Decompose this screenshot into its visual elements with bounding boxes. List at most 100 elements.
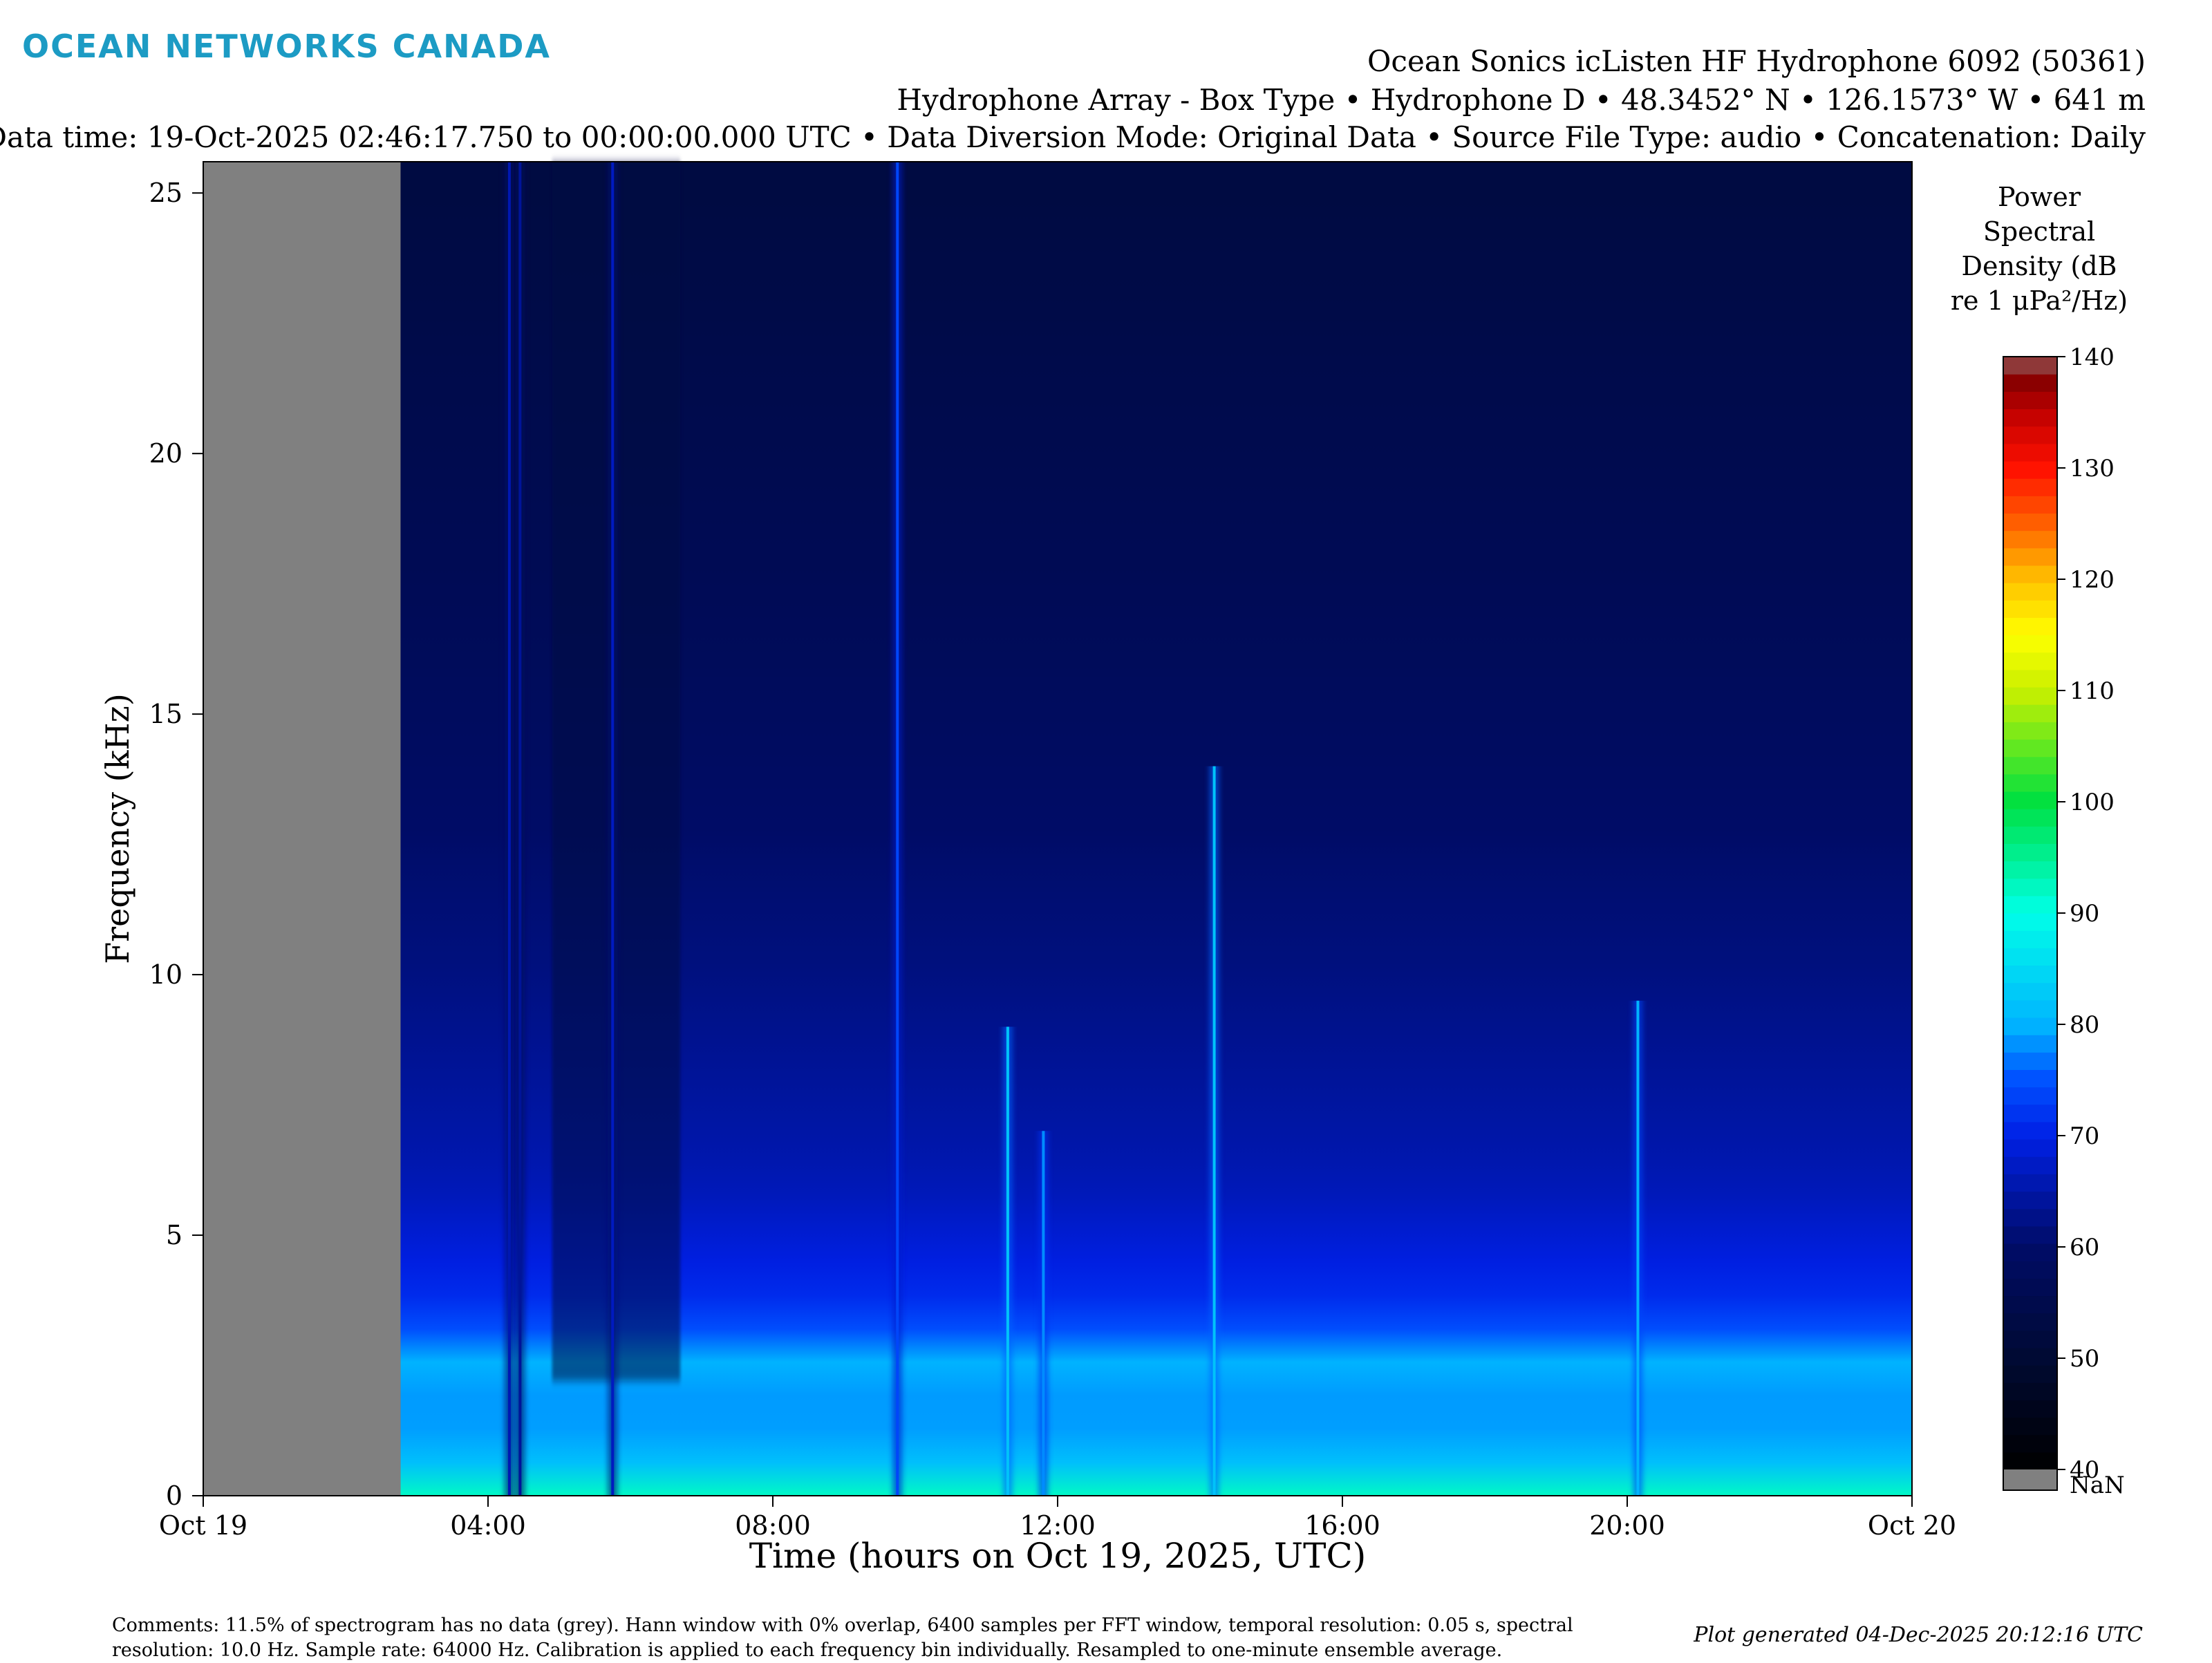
colorbar-segment-12 [2003,1243,2057,1261]
x-axis: Oct 19 04:00 08:00 12:00 16:00 20:00 Oct 20 [159,1496,1956,1541]
colorbar-segment-23 [2003,1052,2057,1071]
colorbar-tick-label-3: 70 [2070,1122,2099,1150]
broadband-event-2 [611,162,615,1496]
colorbar-segment-53 [2003,530,2057,549]
colorbar-segment-19 [2003,1121,2057,1140]
colorbar-segment-45 [2003,669,2057,688]
colorbar-tick-label-9: 130 [2070,455,2115,482]
broadband-event-4 [1006,1026,1009,1496]
colorbar-segment-5 [2003,1365,2057,1383]
colorbar-segment-22 [2003,1069,2057,1088]
colorbar-segment-59 [2003,426,2057,444]
colorbar-title-line-3: re 1 μPa²/Hz) [1951,285,2128,316]
no-data-region [203,162,401,1496]
colorbar-tick-label-10: 140 [2070,344,2115,371]
broadband-event-3 [896,162,899,1496]
broadband-event-6 [1212,766,1216,1496]
plot-generated-timestamp: Plot generated 04-Dec-2025 20:12:16 UTC [1694,1623,2143,1647]
colorbar-segment-4 [2003,1382,2057,1400]
colorbar-segment-27 [2003,982,2057,1001]
colorbar-segment-33 [2003,878,2057,896]
x-tick-label-3: 12:00 [1020,1510,1096,1541]
colorbar-segment-3 [2003,1400,2057,1418]
y-tick-label-0: 0 [166,1481,182,1511]
colorbar-segment-51 [2003,565,2057,583]
colorbar-segment-57 [2003,460,2057,479]
y-tick-label-4: 20 [149,438,182,469]
colorbar-segment-7 [2003,1330,2057,1349]
colorbar-segment-46 [2003,652,2057,670]
colorbar-segment-10 [2003,1278,2057,1297]
x-tick-label-4: 16:00 [1304,1510,1380,1541]
x-tick-label-1: 04:00 [450,1510,526,1541]
colorbar-title-line-0: Power [1998,182,2081,212]
colorbar-segment-63 [2003,357,2057,375]
colorbar-segment-40 [2003,756,2057,775]
colorbar-segment-50 [2003,583,2057,601]
colorbar-segment-28 [2003,965,2057,984]
colorbar-segment-55 [2003,496,2057,514]
colorbar-segment-21 [2003,1087,2057,1105]
colorbar-segment-25 [2003,1017,2057,1035]
chart-title-location: Hydrophone Array - Box Type • Hydrophone… [897,83,2146,117]
broadband-events [504,162,1643,1496]
x-tick-label-6: Oct 20 [1868,1510,1956,1541]
colorbar-segment-35 [2003,843,2057,862]
colorbar-segment-29 [2003,948,2057,966]
colorbar-segment-32 [2003,895,2057,914]
broadband-event-1 [518,162,522,1496]
colorbar-segment-37 [2003,809,2057,827]
broadband-event-5 [1042,1131,1045,1496]
colorbar-segment-6 [2003,1347,2057,1366]
colorbar-nan-swatch [2003,1469,2057,1490]
y-axis-label: Frequency (kHz) [99,693,136,964]
colorbar-segment-15 [2003,1191,2057,1210]
colorbar-segment-60 [2003,408,2057,427]
colorbar-frame [2003,356,2058,1491]
y-tick-label-2: 10 [149,959,182,990]
colorbar-title-line-2: Density (dB [1962,251,2117,281]
y-tick-label-1: 5 [166,1220,182,1250]
colorbar-segment-1 [2003,1434,2057,1453]
colorbar-tick-label-2: 60 [2070,1234,2099,1261]
y-tick-label-3: 15 [149,699,182,729]
colorbar-segment-56 [2003,478,2057,496]
colorbar-segment-20 [2003,1104,2057,1122]
colorbar-tick-label-4: 80 [2070,1011,2099,1039]
colorbar-segment-17 [2003,1156,2057,1174]
colorbar-tick-label-6: 100 [2070,789,2115,816]
colorbar-segment-42 [2003,722,2057,740]
colorbar-segment-30 [2003,930,2057,948]
broadband-event-7 [1636,1000,1640,1496]
colorbar-segment-61 [2003,391,2057,410]
y-axis: 0 5 10 15 20 25 [149,178,203,1511]
colorbar-segment-14 [2003,1208,2057,1227]
chart-title-data-time: Data time: 19-Oct-2025 02:46:17.750 to 0… [0,120,2146,154]
colorbar-segment-0 [2003,1451,2057,1470]
colorbar-tick-label-1: 50 [2070,1345,2099,1373]
colorbar-segment-47 [2003,635,2057,653]
x-axis-label: Time (hours on Oct 19, 2025, UTC) [749,1536,1367,1576]
colorbar-segment-36 [2003,826,2057,844]
colorbar-tick-label-7: 110 [2070,677,2115,705]
colorbar-segment-38 [2003,791,2057,809]
colorbar-segment-43 [2003,704,2057,722]
colorbar-tick-label-5: 90 [2070,900,2099,928]
colorbar-segment-13 [2003,1225,2057,1244]
colorbar-segment-26 [2003,999,2057,1018]
plot-comments: Comments: 11.5% of spectrogram has no da… [112,1615,1573,1661]
colorbar-nan-label: NaN [2070,1472,2125,1499]
colorbar-segment-24 [2003,1035,2057,1053]
colorbar-segment-34 [2003,861,2057,879]
colorbar-segment-39 [2003,773,2057,792]
colorbar-segment-49 [2003,600,2057,618]
colorbar-tick-label-0: 40 [2070,1456,2099,1484]
colorbar-tick-label-8: 120 [2070,566,2115,594]
chart-title-instrument: Ocean Sonics icListen HF Hydrophone 6092… [1367,44,2146,78]
x-tick-label-5: 20:00 [1589,1510,1665,1541]
colorbar-segment-31 [2003,913,2057,931]
colorbar-segment-16 [2003,1174,2057,1192]
colorbar: 40 50 60 70 80 90 100 110 120 130 140 NaN [2003,344,2125,1499]
colorbar-segment-62 [2003,374,2057,392]
